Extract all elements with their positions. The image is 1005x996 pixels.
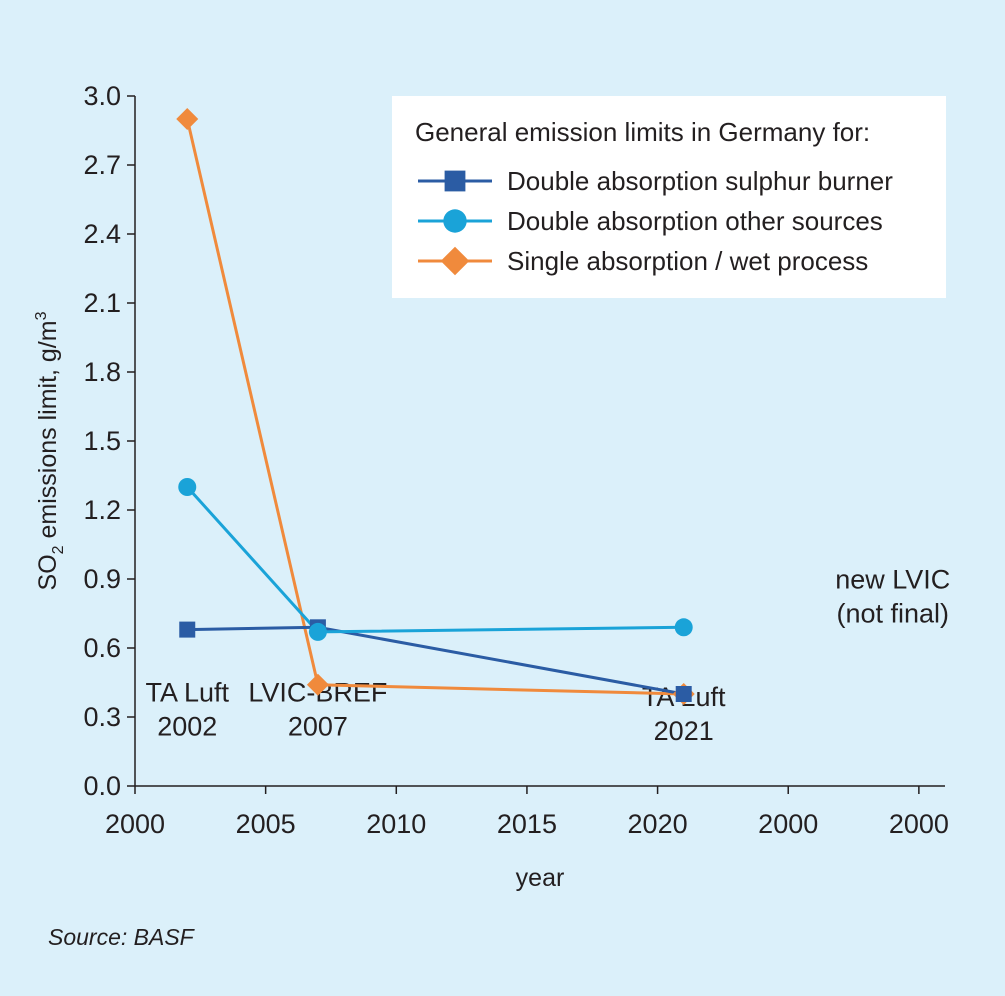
annotation-label: (not final) — [836, 599, 949, 629]
y-tick-label: 3.0 — [83, 81, 121, 111]
x-tick-label: 2000 — [105, 809, 165, 839]
legend: General emission limits in Germany for: D… — [392, 96, 946, 298]
data-point-circle — [178, 478, 197, 496]
y-axis-label-part: 2 — [50, 545, 67, 554]
annotation-label: 2021 — [654, 716, 714, 746]
y-tick-label: 1.8 — [83, 357, 121, 387]
y-tick-label: 0.6 — [83, 633, 121, 663]
data-point-circle — [674, 618, 693, 637]
series — [176, 108, 695, 705]
y-axis-label-part: SO — [34, 554, 62, 590]
axes: 0.0 0.3 0.6 0.9 1.2 1.5 1.8 2.1 2.4 2.7 3.0 2000 200… — [33, 81, 949, 892]
y-tick-label: 2.4 — [83, 219, 121, 249]
y-tick-label: 1.2 — [83, 495, 121, 525]
y-tick-label: 2.1 — [83, 288, 121, 318]
y-tick-label: 0.0 — [83, 771, 121, 801]
legend-box — [392, 96, 946, 298]
x-tick-label: 2000 — [758, 809, 818, 839]
source-note: Source: BASF — [48, 924, 194, 950]
x-tick-label: 2000 — [889, 809, 949, 839]
legend-title: General emission limits in Germany for: — [415, 117, 870, 147]
legend-marker-circle — [443, 209, 467, 233]
series-line-circle — [186, 485, 684, 634]
x-tick-label: 2015 — [497, 809, 557, 839]
annotation-label: 2002 — [157, 711, 217, 741]
y-axis-label: SO2 emissions limit, g/m3 — [33, 311, 67, 590]
y-tick-label: 2.7 — [83, 150, 121, 180]
legend-label: Single absorption / wet process — [507, 246, 868, 276]
x-tick-label: 2005 — [236, 809, 296, 839]
y-tick-label: 0.3 — [83, 702, 121, 732]
y-axis-label-part: 3 — [33, 311, 50, 320]
data-point-circle — [308, 622, 327, 641]
legend-marker-diamond — [440, 246, 470, 276]
legend-label: Double absorption other sources — [507, 206, 883, 236]
data-point-square — [179, 621, 196, 638]
data-point-diamond — [306, 673, 329, 696]
annotation-label: 2007 — [288, 711, 348, 741]
y-axis-label-part: emissions limit, g/m — [34, 320, 62, 545]
x-tick-label: 2010 — [366, 809, 426, 839]
legend-marker-square — [444, 170, 466, 192]
data-point-square — [675, 686, 692, 702]
annotation-label: TA Luft — [145, 677, 229, 707]
y-tick-label: 1.5 — [83, 426, 121, 456]
x-tick-label: 2020 — [628, 809, 688, 839]
y-tick-label: 0.9 — [83, 564, 121, 594]
legend-label: Double absorption sulphur burner — [507, 166, 893, 196]
x-axis-label: year — [516, 864, 565, 892]
annotation-label: new LVIC — [835, 565, 950, 595]
data-point-diamond — [176, 108, 199, 130]
